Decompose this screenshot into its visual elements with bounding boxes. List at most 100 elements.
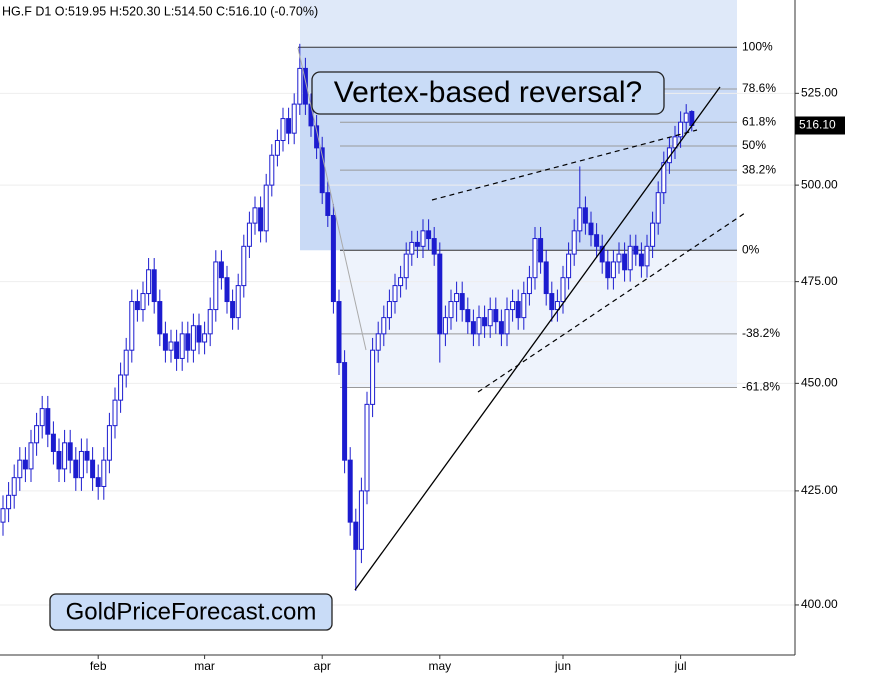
candle-body bbox=[336, 301, 342, 364]
last-price-tag bbox=[795, 116, 845, 135]
candle-body bbox=[140, 293, 146, 311]
x-tick-label: may bbox=[428, 659, 451, 673]
candle-body bbox=[280, 118, 286, 142]
candle-body bbox=[286, 118, 292, 134]
fib-label: 50% bbox=[742, 138, 766, 152]
candle-body bbox=[510, 301, 516, 311]
candle-body bbox=[582, 207, 588, 224]
candle-body bbox=[112, 399, 118, 427]
candle-body bbox=[67, 442, 73, 461]
candle-body bbox=[151, 269, 157, 303]
candle-body bbox=[202, 333, 208, 343]
candle-body bbox=[543, 261, 549, 295]
y-tick-label: 425.00 bbox=[801, 483, 838, 497]
candle-body bbox=[470, 321, 476, 335]
candle-body bbox=[34, 425, 40, 444]
candle-body bbox=[683, 112, 689, 123]
callout-text: Vertex-based reversal? bbox=[334, 76, 643, 109]
candle-body bbox=[157, 301, 163, 335]
fib-label: -61.8% bbox=[742, 380, 780, 394]
candle-body bbox=[370, 349, 376, 405]
candle-body bbox=[62, 442, 68, 470]
candle-body bbox=[521, 293, 527, 319]
candle-body bbox=[454, 293, 460, 303]
fib-label: 0% bbox=[742, 242, 760, 256]
candle-body bbox=[364, 403, 370, 492]
candle-body bbox=[476, 317, 482, 335]
candle-body bbox=[78, 450, 84, 479]
candle-body bbox=[11, 477, 17, 496]
candle-body bbox=[274, 140, 280, 156]
candle-body bbox=[599, 245, 605, 263]
trend-line bbox=[354, 86, 721, 591]
candle-body bbox=[258, 207, 264, 232]
candle-body bbox=[263, 184, 269, 232]
fib-label: 78.6% bbox=[742, 81, 776, 95]
fib-label: 61.8% bbox=[742, 114, 776, 128]
candle-body bbox=[22, 459, 28, 470]
candle-body bbox=[622, 253, 628, 271]
x-tick-label: apr bbox=[314, 659, 331, 673]
watermark-box bbox=[49, 593, 333, 631]
y-tick-label: 525.00 bbox=[801, 86, 838, 100]
candle-body bbox=[571, 230, 577, 255]
y-tick-label: 475.00 bbox=[801, 274, 838, 288]
trend-lines bbox=[297, 47, 746, 591]
candle-body bbox=[50, 433, 56, 452]
candle-body bbox=[431, 238, 437, 255]
candle-body bbox=[134, 301, 140, 311]
candle-body bbox=[291, 103, 297, 134]
candle-body bbox=[610, 261, 616, 279]
candle-body bbox=[638, 253, 644, 267]
candle-body bbox=[566, 253, 572, 279]
x-tick-label: jun bbox=[554, 659, 571, 673]
candle-body bbox=[448, 301, 454, 319]
candle-body bbox=[0, 508, 6, 523]
candle-body bbox=[129, 301, 135, 351]
candle-body bbox=[213, 261, 219, 311]
candle-body bbox=[235, 285, 241, 319]
candle-body bbox=[168, 341, 174, 351]
candle-body bbox=[190, 325, 196, 351]
candle-body bbox=[661, 162, 667, 194]
candle-body bbox=[549, 293, 555, 311]
candle-body bbox=[185, 333, 191, 351]
candle-body bbox=[526, 277, 532, 295]
candle-body bbox=[353, 521, 359, 550]
candle-body bbox=[605, 261, 611, 279]
candle-body bbox=[17, 459, 23, 479]
candle-body bbox=[538, 238, 544, 263]
callout-box bbox=[311, 71, 665, 115]
candle-body bbox=[45, 408, 51, 435]
candle-body bbox=[39, 408, 45, 427]
candle-body bbox=[246, 222, 252, 247]
fib-label: -38.2% bbox=[742, 326, 780, 340]
candle-body bbox=[90, 459, 96, 479]
candle-body bbox=[644, 245, 650, 267]
candle-body bbox=[207, 309, 213, 335]
candle-body bbox=[560, 277, 566, 303]
candle-body bbox=[174, 341, 180, 359]
candle-body bbox=[179, 333, 185, 359]
candle-body bbox=[616, 253, 622, 263]
x-tick-label: jul bbox=[674, 659, 687, 673]
candle-body bbox=[594, 234, 600, 247]
candle-body bbox=[6, 494, 12, 510]
candle-body bbox=[56, 450, 62, 470]
candle-body bbox=[241, 245, 247, 287]
candle-body bbox=[101, 459, 107, 487]
fib-zone-lower bbox=[340, 250, 737, 388]
candle-body bbox=[655, 192, 661, 224]
candle-body bbox=[426, 230, 432, 240]
candle-body bbox=[498, 321, 504, 335]
candle-body bbox=[230, 301, 236, 319]
candle-body bbox=[487, 309, 493, 327]
candle-body bbox=[398, 277, 404, 287]
candle-body bbox=[84, 450, 90, 461]
candle-body bbox=[577, 207, 583, 232]
candle-body bbox=[420, 230, 426, 247]
candle-body bbox=[666, 147, 672, 164]
candle-body bbox=[482, 317, 488, 327]
trend-line-dashed bbox=[431, 129, 698, 201]
